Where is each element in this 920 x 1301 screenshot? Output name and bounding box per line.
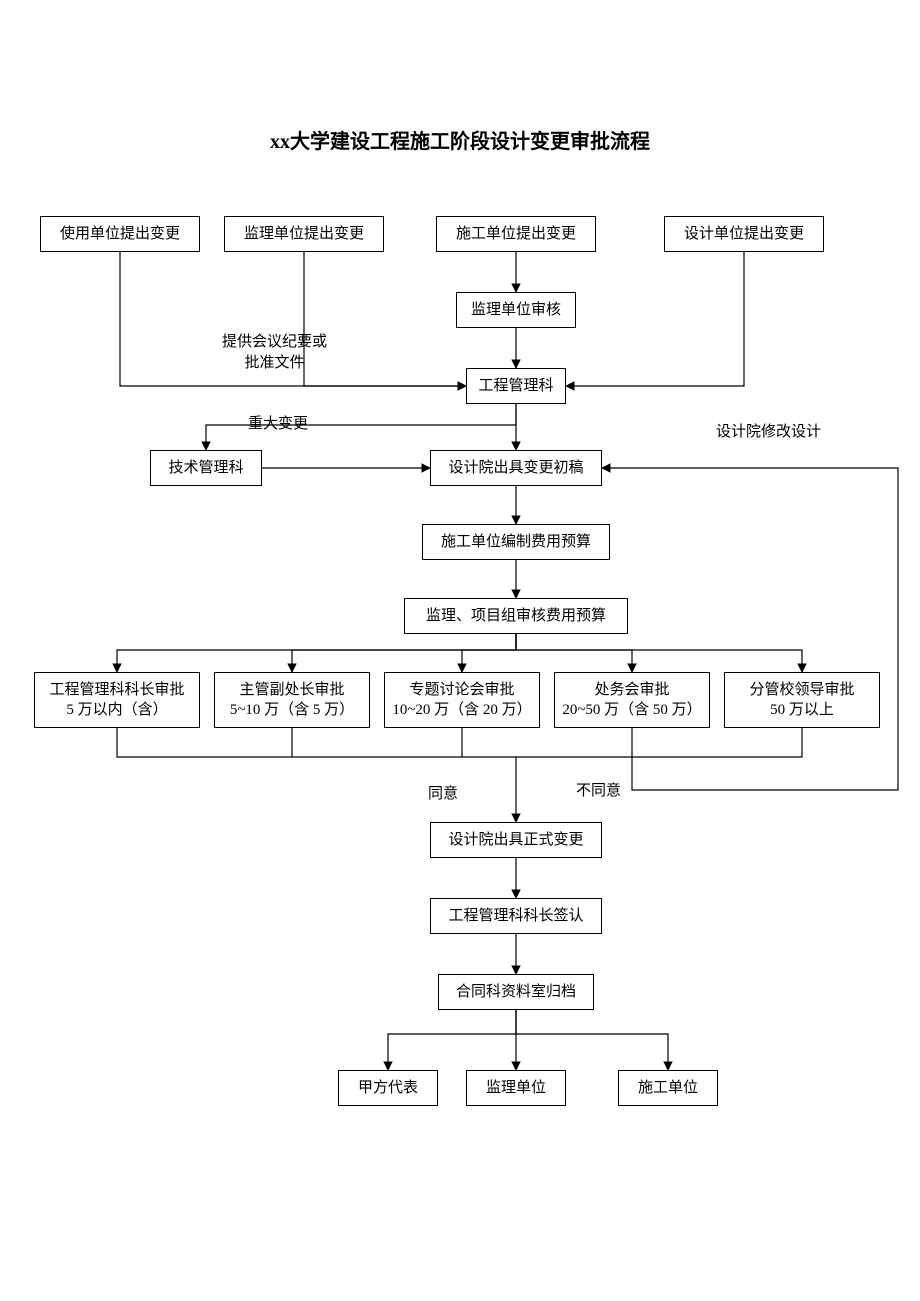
node-n21: 施工单位: [618, 1070, 718, 1106]
edge-label-l5: 不同意: [576, 779, 621, 800]
node-label: 监理单位提出变更: [244, 224, 364, 244]
node-n9: 施工单位编制费用预算: [422, 524, 610, 560]
node-label: 监理、项目组审核费用预算: [426, 606, 606, 626]
node-label: 合同科资料室归档: [456, 982, 576, 1002]
node-label: 工程管理科: [478, 376, 553, 396]
node-n3: 施工单位提出变更: [436, 216, 596, 252]
node-label: 技术管理科: [168, 458, 243, 478]
node-n1: 使用单位提出变更: [40, 216, 200, 252]
node-label: 监理单位: [486, 1078, 546, 1098]
edge-label-l4: 同意: [428, 782, 458, 803]
edge-label-l1: 提供会议纪要或 批准文件: [222, 330, 327, 372]
node-label: 主管副处长审批 5~10 万（含 5 万）: [230, 680, 354, 721]
node-n11: 工程管理科科长审批 5 万以内（含）: [34, 672, 200, 728]
node-n10: 监理、项目组审核费用预算: [404, 598, 628, 634]
node-n17: 工程管理科科长签认: [430, 898, 602, 934]
node-label: 专题讨论会审批 10~20 万（含 20 万）: [392, 680, 531, 721]
node-n14: 处务会审批 20~50 万（含 50 万）: [554, 672, 710, 728]
node-label: 分管校领导审批 50 万以上: [749, 680, 854, 721]
node-n7: 技术管理科: [150, 450, 262, 486]
node-n2: 监理单位提出变更: [224, 216, 384, 252]
flowchart-canvas: xx大学建设工程施工阶段设计变更审批流程 使用单位提出变更监理单位提出变更施工单…: [0, 0, 920, 1301]
node-label: 处务会审批 20~50 万（含 50 万）: [562, 680, 701, 721]
node-n6: 工程管理科: [466, 368, 566, 404]
node-label: 设计院出具正式变更: [448, 830, 583, 850]
node-label: 施工单位编制费用预算: [441, 532, 591, 552]
edge-label-l2: 重大变更: [248, 412, 308, 433]
node-label: 设计单位提出变更: [684, 224, 804, 244]
node-label: 甲方代表: [358, 1078, 418, 1098]
edge-label-l3: 设计院修改设计: [716, 420, 821, 441]
node-n20: 监理单位: [466, 1070, 566, 1106]
node-label: 施工单位提出变更: [456, 224, 576, 244]
node-label: 工程管理科科长签认: [448, 906, 583, 926]
node-label: 设计院出具变更初稿: [448, 458, 583, 478]
node-n18: 合同科资料室归档: [438, 974, 594, 1010]
node-n13: 专题讨论会审批 10~20 万（含 20 万）: [384, 672, 540, 728]
node-n15: 分管校领导审批 50 万以上: [724, 672, 880, 728]
node-label: 监理单位审核: [471, 300, 561, 320]
node-label: 工程管理科科长审批 5 万以内（含）: [49, 680, 184, 721]
node-n8: 设计院出具变更初稿: [430, 450, 602, 486]
node-label: 使用单位提出变更: [60, 224, 180, 244]
edge-layer: [0, 0, 920, 1301]
node-n19: 甲方代表: [338, 1070, 438, 1106]
node-n16: 设计院出具正式变更: [430, 822, 602, 858]
node-n12: 主管副处长审批 5~10 万（含 5 万）: [214, 672, 370, 728]
node-n4: 设计单位提出变更: [664, 216, 824, 252]
node-label: 施工单位: [638, 1078, 698, 1098]
node-n5: 监理单位审核: [456, 292, 576, 328]
